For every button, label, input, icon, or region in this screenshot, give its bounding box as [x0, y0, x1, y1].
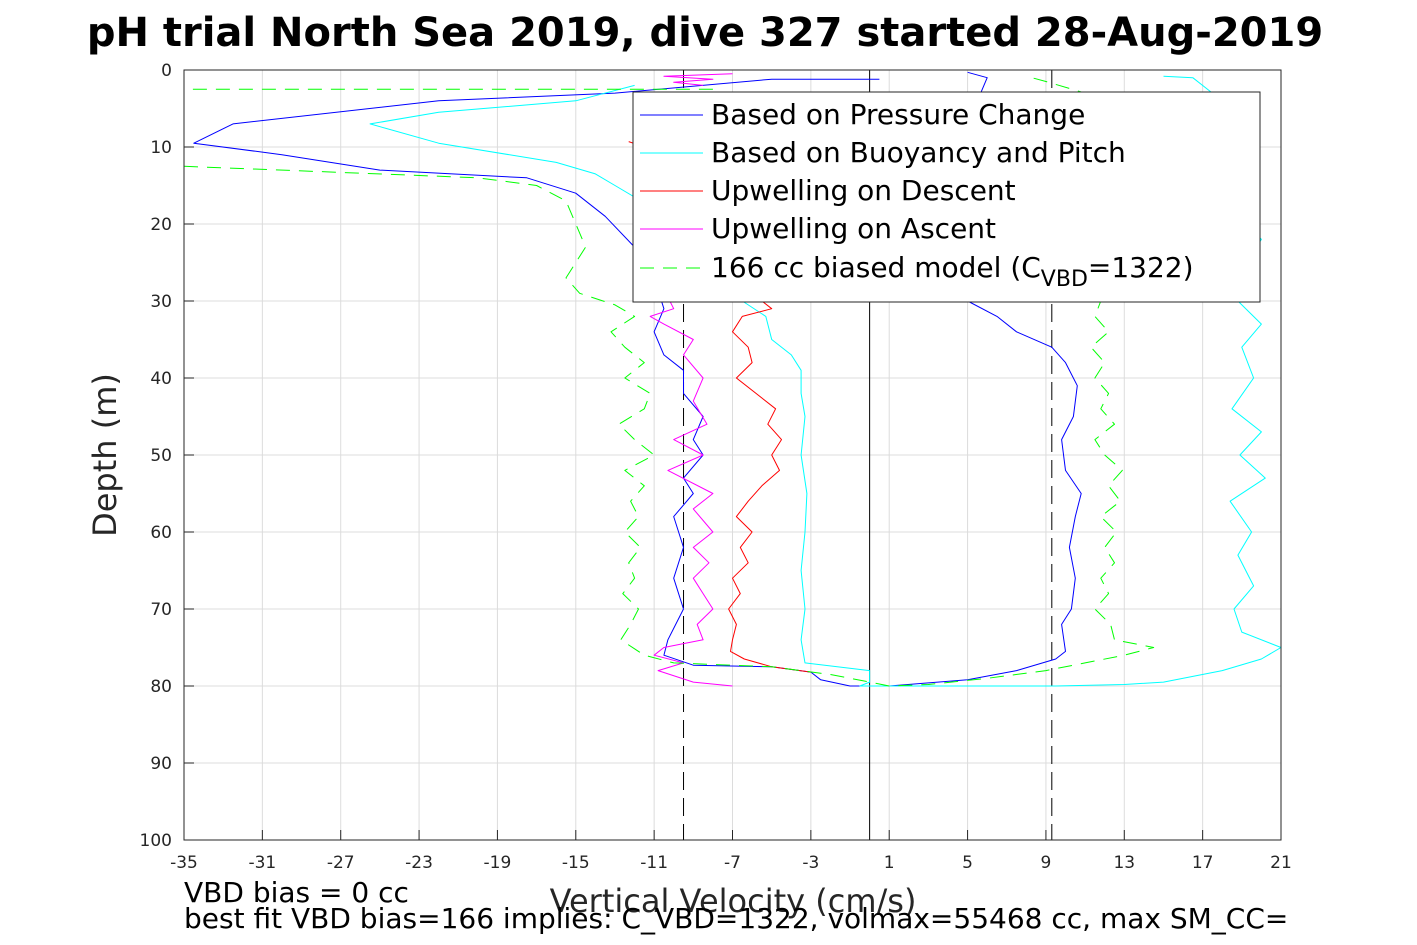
y-tick-label: 10 [150, 138, 172, 158]
legend-box [632, 91, 1261, 303]
y-tick-label: 40 [150, 369, 172, 389]
x-tick-label: 1 [884, 853, 895, 873]
y-tick-label: 70 [150, 600, 172, 620]
tick-marks [183, 69, 1282, 841]
legend-label-buoyancy: Based on Buoyancy and Pitch [711, 136, 1126, 169]
legend-label-model: 166 cc biased model (CVBD=1322) [711, 251, 1194, 292]
legend-label-model-end: =1322) [1088, 251, 1194, 284]
x-axis-label: Vertical Velocity (cm/s) [550, 882, 917, 920]
chart-title: pH trial North Sea 2019, dive 327 starte… [87, 10, 1323, 56]
x-tick-label: -19 [484, 853, 512, 873]
x-tick-label: -15 [562, 853, 590, 873]
legend-label-pressure: Based on Pressure Change [711, 98, 1085, 131]
y-axis-label: Depth (m) [86, 373, 124, 537]
y-tick-labels: 0 10 20 30 40 50 60 70 80 90 100 [140, 61, 172, 851]
legend-label-descent: Upwelling on Descent [711, 174, 1016, 207]
x-tick-label: 9 [1041, 853, 1052, 873]
x-tick-label: -3 [802, 853, 819, 873]
y-tick-label: 0 [161, 61, 172, 81]
x-tick-label: 13 [1113, 853, 1135, 873]
series-line [728, 292, 811, 673]
series-line [649, 300, 733, 687]
y-tick-label: 90 [150, 754, 172, 774]
x-tick-label: -35 [170, 853, 198, 873]
y-tick-label: 60 [150, 523, 172, 543]
x-tick-label: 17 [1192, 853, 1214, 873]
y-tick-label: 50 [150, 446, 172, 466]
legend: Based on Pressure Change Based on Buoyan… [632, 91, 1261, 303]
x-tick-label: -11 [640, 853, 668, 873]
y-tick-label: 80 [150, 677, 172, 697]
y-tick-label: 20 [150, 215, 172, 235]
x-tick-label: 5 [962, 853, 973, 873]
x-tick-label: -27 [327, 853, 355, 873]
x-tick-label: 21 [1270, 853, 1292, 873]
footer-vbd-bias: VBD bias = 0 cc [184, 876, 409, 909]
legend-label-model-main: 166 cc biased model (C [711, 251, 1041, 284]
y-tick-label: 100 [140, 831, 172, 851]
series-3 [649, 73, 733, 687]
series-line [663, 73, 733, 86]
legend-label-ascent: Upwelling on Ascent [711, 212, 996, 245]
x-tick-labels: -35 -31 -27 -23 -19 -15 -11 -7 -3 1 5 9 13 17 21 [170, 853, 1292, 873]
y-tick-label: 30 [150, 292, 172, 312]
x-tick-label: -31 [248, 853, 276, 873]
legend-label-model-sub: VBD [1041, 267, 1088, 292]
footer-best-fit: best fit VBD bias=166 implies: C_VBD=132… [184, 902, 1288, 935]
x-tick-label: -7 [724, 853, 741, 873]
x-tick-label: -23 [405, 853, 433, 873]
series-4 [183, 75, 1155, 687]
series-line [183, 75, 1155, 687]
